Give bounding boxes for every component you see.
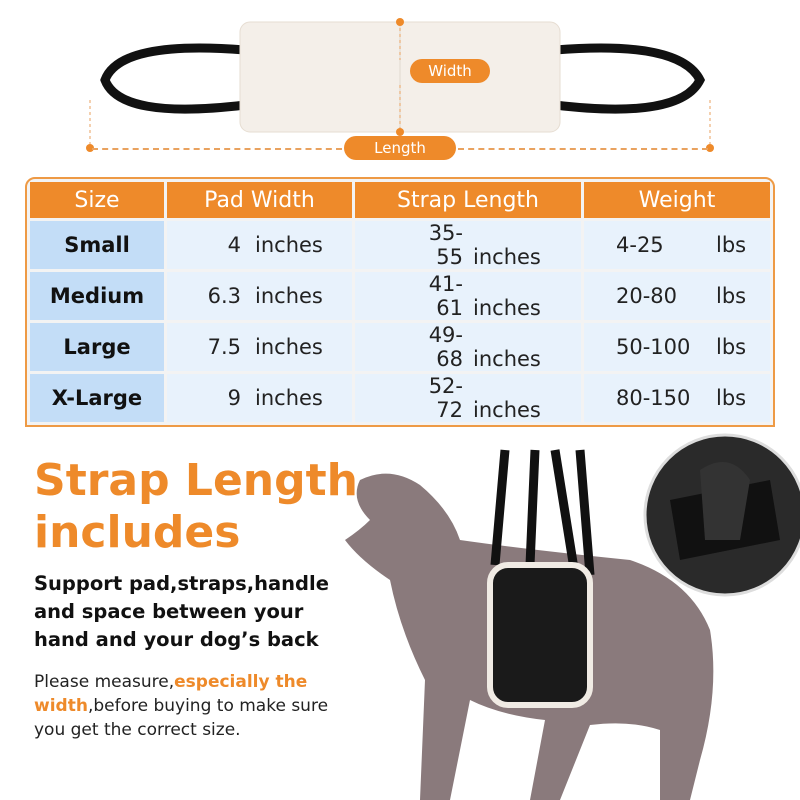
header-weight: Weight: [584, 182, 770, 218]
length-line-left: [92, 148, 342, 150]
size-cell: X-Large: [30, 374, 164, 422]
strap-cell: 49-68 inches: [355, 323, 581, 371]
size-cell: Small: [30, 221, 164, 269]
size-cell: Medium: [30, 272, 164, 320]
headline-line2: includes: [34, 507, 241, 558]
strap-cell: 35-55 inches: [355, 221, 581, 269]
header-pad-width: Pad Width: [167, 182, 352, 218]
table-row: Small 4 inches 35-55 inches 4-25 lbs: [30, 221, 770, 269]
pad-cell: 4 inches: [167, 221, 352, 269]
length-label: Length: [344, 136, 456, 160]
length-line-right: [458, 148, 708, 150]
weight-cell: 50-100 lbs: [584, 323, 770, 371]
note-text: Please measure,: [34, 672, 175, 692]
table-row: Large 7.5 inches 49-68 inches 50-100 lbs: [30, 323, 770, 371]
header-size: Size: [30, 182, 164, 218]
header-strap-length: Strap Length: [355, 182, 581, 218]
strap-cell: 41-61 inches: [355, 272, 581, 320]
headline-line1: Strap Length: [34, 455, 358, 506]
note-text: ,before buying to make sure: [87, 696, 329, 716]
subhead: Support pad,straps,handle and space betw…: [34, 570, 329, 654]
note-text: you get the correct size.: [34, 720, 241, 740]
pad-illustration: [86, 18, 714, 152]
table-header-row: Size Pad Width Strap Length Weight: [30, 182, 770, 218]
pad-cell: 9 inches: [167, 374, 352, 422]
note-highlight: width: [34, 696, 88, 716]
weight-cell: 20-80 lbs: [584, 272, 770, 320]
table-row: Medium 6.3 inches 41-61 inches 20-80 lbs: [30, 272, 770, 320]
note-highlight: especially the: [174, 672, 308, 692]
table-row: X-Large 9 inches 52-72 inches 80-150 lbs: [30, 374, 770, 422]
size-table: Size Pad Width Strap Length Weight Small…: [25, 177, 775, 427]
headline: Strap Length includes: [34, 455, 358, 559]
pad-cell: 7.5 inches: [167, 323, 352, 371]
measure-note: Please measure,especially the width,befo…: [34, 670, 328, 742]
strap-cell: 52-72 inches: [355, 374, 581, 422]
weight-cell: 80-150 lbs: [584, 374, 770, 422]
weight-cell: 4-25 lbs: [584, 221, 770, 269]
size-cell: Large: [30, 323, 164, 371]
subhead-line3: hand and your dog’s back: [34, 628, 319, 651]
subhead-line1: Support pad,straps,handle: [34, 572, 329, 595]
pad-cell: 6.3 inches: [167, 272, 352, 320]
width-label: Width: [410, 59, 490, 83]
subhead-line2: and space between your: [34, 600, 304, 623]
dog-harness-illustration: [345, 433, 800, 800]
